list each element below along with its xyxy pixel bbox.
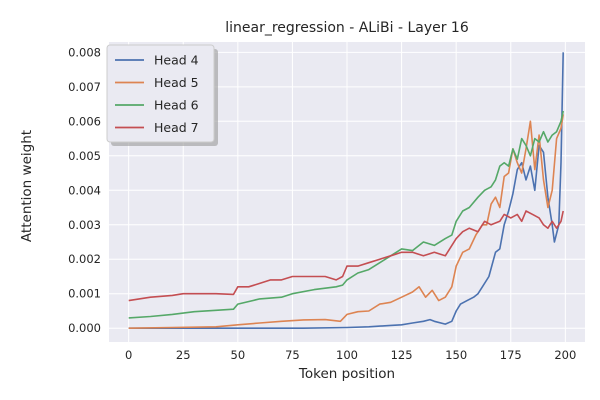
y-tick-label: 0.003 — [68, 218, 101, 232]
legend-label: Head 4 — [154, 53, 199, 68]
x-tick-label: 75 — [285, 348, 300, 362]
legend-label: Head 6 — [154, 98, 199, 113]
legend-box — [106, 44, 215, 143]
y-tick-label: 0.001 — [68, 287, 101, 301]
legend-label: Head 7 — [154, 120, 199, 135]
y-tick-label: 0.004 — [68, 183, 101, 197]
legend: Head 4 Head 5 Head 6 Head 7 — [106, 44, 218, 146]
y-axis-label: Attention weight — [19, 130, 35, 242]
x-tick-label: 200 — [554, 348, 576, 362]
series-line-head-6 — [128, 110, 564, 319]
x-tick-label: 150 — [445, 348, 467, 362]
y-tick-label: 0.006 — [68, 114, 101, 128]
y-tick-label: 0.002 — [68, 252, 101, 266]
x-tick-label: 175 — [500, 348, 522, 362]
x-tick-label: 100 — [336, 348, 358, 362]
y-tick-label: 0.007 — [68, 80, 101, 94]
series-line-head-4 — [128, 52, 564, 329]
series-line-head-7 — [128, 210, 564, 302]
x-axis-label: Token position — [298, 366, 395, 382]
y-tick-labels: 0.000 0.001 0.002 0.003 0.004 0.005 0.006 0.007… — [68, 45, 101, 335]
y-tick-label: 0.000 — [68, 321, 101, 335]
x-tick-labels: 0 25 50 75 100 125 150 175 200 — [125, 348, 576, 362]
x-tick-label: 50 — [231, 348, 246, 362]
x-tick-label: 125 — [391, 348, 413, 362]
x-tick-label: 25 — [176, 348, 191, 362]
x-tick-label: 0 — [125, 348, 132, 362]
series-layer — [128, 52, 564, 329]
chart-title: linear_regression - ALiBi - Layer 16 — [225, 20, 469, 36]
legend-label: Head 5 — [154, 75, 199, 90]
y-tick-label: 0.008 — [68, 45, 101, 59]
y-tick-label: 0.005 — [68, 149, 101, 163]
